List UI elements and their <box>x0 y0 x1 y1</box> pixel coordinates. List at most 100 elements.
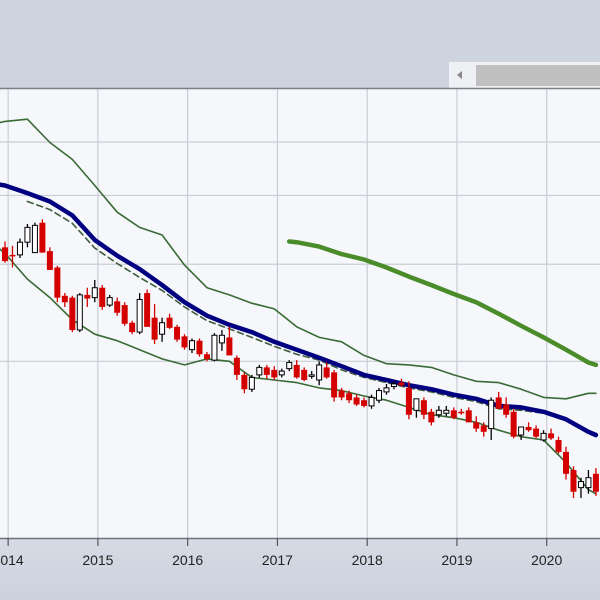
candle-body <box>24 226 31 243</box>
x-tick-label: 2019 <box>441 552 472 568</box>
candle-down <box>533 425 540 439</box>
candle-down <box>144 289 151 327</box>
candle-up <box>218 329 225 351</box>
candle-down <box>570 466 577 498</box>
candles <box>2 219 599 498</box>
x-tick-label: 2016 <box>172 552 203 568</box>
candle-body <box>525 427 532 431</box>
candle-up <box>488 397 495 440</box>
candle-body <box>495 397 502 409</box>
candle-body <box>39 222 46 253</box>
candle-body <box>218 334 225 344</box>
candle-body <box>518 426 525 436</box>
candle-down <box>121 302 128 326</box>
candle-body <box>91 287 98 299</box>
candle-body <box>331 372 338 398</box>
candle-up <box>189 338 195 354</box>
candle-body <box>540 432 547 441</box>
candle-up <box>577 477 584 498</box>
x-tick-label: 2014 <box>0 552 24 568</box>
candle-up <box>308 371 315 379</box>
candle-body <box>99 287 106 307</box>
candle-body <box>211 334 218 361</box>
candle-down <box>323 362 330 379</box>
candle-down <box>46 247 53 270</box>
candle-body <box>585 477 592 489</box>
candle-up <box>76 293 83 333</box>
scrollbar-thumb[interactable] <box>476 65 600 86</box>
candle-body <box>129 322 136 333</box>
candle-body <box>174 326 181 340</box>
candle-up <box>376 387 382 404</box>
candle-down <box>151 304 158 345</box>
candle-down <box>563 446 569 480</box>
candle-down <box>428 408 435 426</box>
candle-body <box>151 317 158 340</box>
candle-body <box>473 422 480 429</box>
horizontal-scrollbar[interactable] <box>449 62 600 88</box>
candle-down <box>166 313 173 329</box>
upper-band-line <box>0 118 597 400</box>
candle-body <box>323 367 330 378</box>
candle-body <box>278 370 285 376</box>
candle-up <box>368 394 375 409</box>
candle-body <box>480 425 487 432</box>
candle-body <box>361 400 368 406</box>
candle-down <box>301 367 308 382</box>
candle-up <box>24 223 31 248</box>
candle-body <box>592 473 599 492</box>
candle-body <box>368 396 375 407</box>
candle-down <box>361 397 368 408</box>
x-tick-label: 2017 <box>262 552 293 568</box>
candle-up <box>248 374 255 392</box>
candle-down <box>99 285 106 310</box>
scroll-left-arrow-icon[interactable] <box>453 66 467 84</box>
candle-up <box>278 368 285 378</box>
candle-body <box>233 357 240 375</box>
candle-down <box>226 326 233 356</box>
candle-up <box>31 222 38 254</box>
candle-body <box>271 369 278 378</box>
candle-up <box>518 426 525 440</box>
candle-down <box>420 397 427 420</box>
candle-body <box>413 398 420 411</box>
candle-body <box>106 297 113 306</box>
candle-body <box>398 382 405 386</box>
candle-body <box>256 366 263 376</box>
candle-body <box>61 295 68 303</box>
candle-body <box>405 387 412 415</box>
candle-down <box>473 416 480 432</box>
candle-down <box>271 366 278 380</box>
toolbar-area <box>0 0 600 88</box>
candle-body <box>248 376 255 390</box>
candle-body <box>196 340 203 355</box>
candle-body <box>570 470 577 492</box>
candle-body <box>383 387 390 393</box>
candle-down <box>181 334 188 350</box>
candle-down <box>405 381 412 420</box>
candle-up <box>91 279 98 303</box>
candle-body <box>555 439 562 452</box>
candle-up <box>413 398 420 418</box>
candle-body <box>203 354 210 359</box>
candle-body <box>159 322 166 335</box>
lower-band-line <box>0 248 597 495</box>
candle-up <box>286 360 293 372</box>
candle-down <box>174 324 181 342</box>
candle-body <box>286 362 293 370</box>
candle-body <box>241 374 248 390</box>
candle-down <box>203 351 210 362</box>
candle-body <box>465 410 472 423</box>
candle-down <box>241 372 248 394</box>
candle-body <box>443 409 450 414</box>
candle-body <box>2 247 8 262</box>
candle-body <box>84 294 91 299</box>
candle-up <box>316 361 323 386</box>
candle-body <box>428 411 435 423</box>
candle-body <box>346 393 353 401</box>
candle-body <box>488 399 495 430</box>
candle-down <box>480 422 487 437</box>
candle-body <box>293 364 300 378</box>
candle-body <box>263 367 270 375</box>
candle-up <box>106 294 113 307</box>
